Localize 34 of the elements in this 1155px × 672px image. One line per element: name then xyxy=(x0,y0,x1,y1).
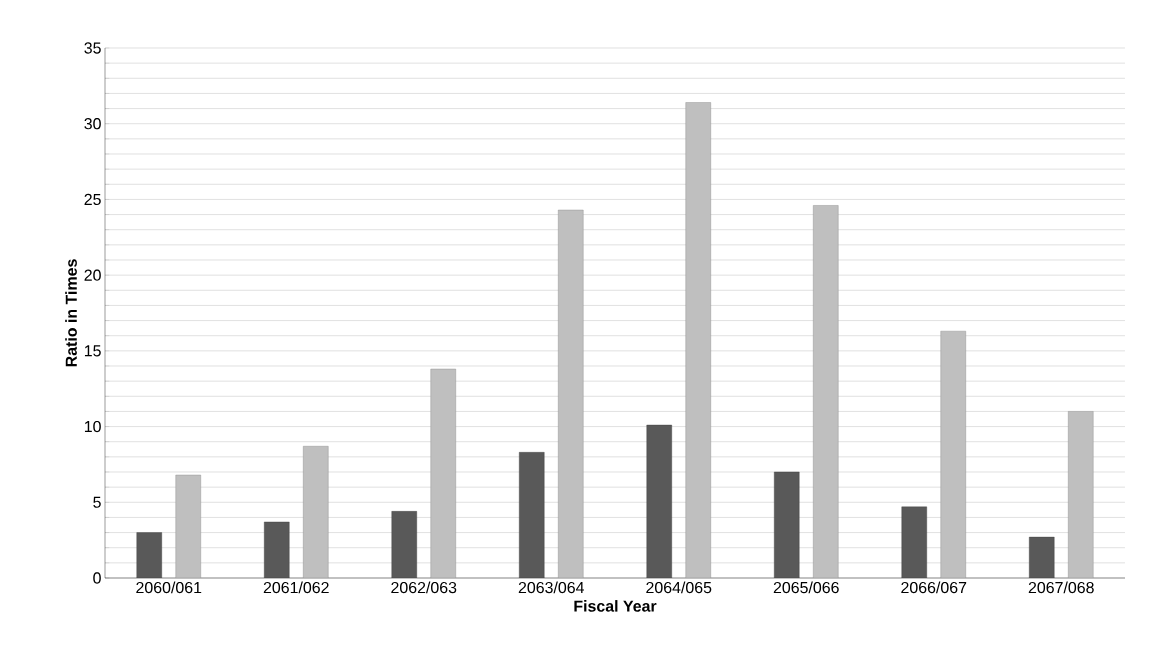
bar xyxy=(558,209,584,578)
y-tick-label: 5 xyxy=(93,496,101,508)
bar xyxy=(430,368,456,578)
bar xyxy=(519,452,545,578)
x-tick-label: 2061/062 xyxy=(263,581,329,594)
x-tick-label: 2062/063 xyxy=(391,581,457,594)
x-tick-label: 2066/067 xyxy=(901,581,967,594)
x-axis-title: Fiscal Year xyxy=(574,600,657,612)
bar xyxy=(685,102,711,578)
bar xyxy=(264,521,290,578)
x-tick-label: 2063/064 xyxy=(518,581,584,594)
y-tick-label: 15 xyxy=(84,345,101,357)
y-tick-label: 25 xyxy=(84,193,101,206)
bar xyxy=(175,474,201,578)
bar xyxy=(1029,536,1055,578)
x-tick-label: 2065/066 xyxy=(773,581,839,594)
bar xyxy=(136,532,162,578)
bar xyxy=(940,330,966,578)
y-tick-label: 0 xyxy=(93,572,101,584)
bar xyxy=(901,506,927,578)
y-tick-label: 30 xyxy=(84,118,101,130)
y-axis-title: Ratio in Times xyxy=(65,259,77,367)
bar xyxy=(813,205,839,578)
x-tick-label: 2060/061 xyxy=(136,581,202,594)
y-tick-label: 10 xyxy=(84,420,101,433)
bar xyxy=(391,511,417,578)
bar xyxy=(774,471,800,578)
x-tick-label: 2067/068 xyxy=(1028,581,1094,594)
y-tick-label: 35 xyxy=(84,42,101,54)
bar xyxy=(646,424,672,578)
bar xyxy=(303,446,329,578)
x-tick-label: 2064/065 xyxy=(646,581,712,594)
y-tick-label: 20 xyxy=(84,269,101,281)
bar xyxy=(1068,411,1094,578)
